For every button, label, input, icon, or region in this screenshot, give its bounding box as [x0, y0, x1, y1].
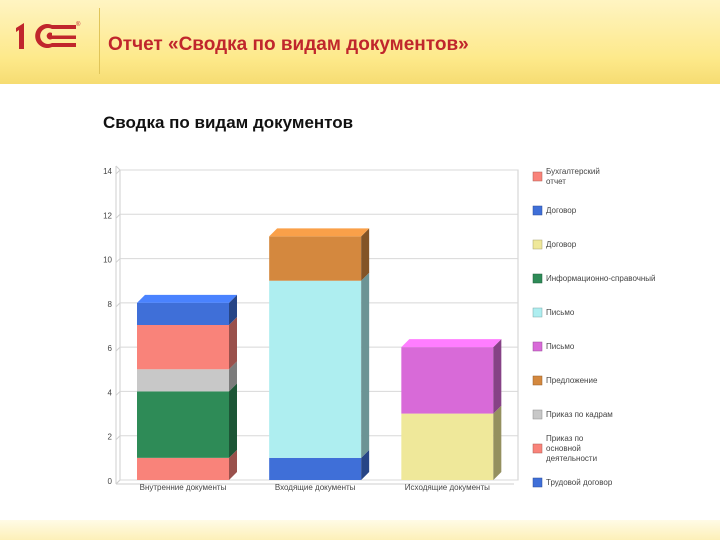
- bar-segment: [137, 302, 229, 325]
- y-tick-label: 8: [108, 300, 113, 309]
- y-tick-label: 14: [103, 167, 112, 176]
- legend-swatch: [532, 273, 543, 284]
- bar-segment: [269, 280, 362, 458]
- y-tick-label: 0: [108, 477, 113, 486]
- bar-segment: [137, 391, 229, 458]
- bar-segment: [269, 457, 362, 480]
- bar-segment-side: [229, 449, 237, 480]
- gridline-depth: [115, 346, 121, 352]
- gridline-depth: [115, 258, 121, 263]
- legend-label: Письмо: [546, 342, 575, 351]
- legend-swatch: [532, 205, 543, 216]
- axis-depth-line: [115, 165, 121, 171]
- chart-title: Сводка по видам документов: [103, 113, 354, 132]
- bar-segment: [137, 457, 229, 480]
- legend-swatch: [532, 307, 543, 318]
- gridline-depth: [115, 169, 121, 175]
- page-title: Отчет «Сводка по видам документов»: [108, 34, 469, 55]
- legend-label: Приказ по основной деятельности: [546, 434, 597, 463]
- legend-swatch: [532, 477, 543, 488]
- bar-segment-side: [361, 228, 370, 281]
- bar-segment: [401, 347, 494, 414]
- legend-label: Бухгалтерский отчет: [546, 167, 600, 186]
- gridline-depth: [115, 302, 121, 308]
- legend-swatch: [532, 375, 543, 386]
- bar-segment: [137, 369, 229, 392]
- bar-segment: [401, 413, 494, 480]
- bar-segment-side: [229, 361, 237, 392]
- legend-label: Договор: [546, 206, 577, 215]
- y-tick-label: 10: [103, 256, 112, 265]
- legend-label: Предложение: [546, 376, 598, 385]
- gridline-depth: [115, 391, 121, 396]
- bar-segment-side: [229, 317, 237, 370]
- legend-label: Письмо: [546, 308, 575, 317]
- 1c-logo: ®: [16, 21, 81, 49]
- y-tick-label: 2: [108, 433, 113, 442]
- bar-segment-side: [493, 339, 502, 414]
- bar-segment-side: [493, 405, 502, 480]
- y-tick-label: 12: [103, 211, 112, 220]
- slide-footer: [0, 520, 720, 540]
- bar-top-face: [269, 228, 370, 237]
- bar-segment-side: [229, 383, 237, 458]
- legend-label: Договор: [546, 240, 577, 249]
- gridline-depth: [115, 213, 121, 219]
- x-category-label: Исходящие документы: [405, 483, 490, 492]
- bar-segment-side: [361, 449, 370, 480]
- y-tick-label: 6: [108, 344, 113, 353]
- bar-top-face: [401, 339, 502, 348]
- bar-segment: [269, 236, 362, 281]
- svg-text:®: ®: [76, 21, 81, 28]
- bar-segment-side: [361, 272, 370, 458]
- bar-segment-side: [229, 294, 237, 325]
- header-divider: [99, 8, 100, 74]
- legend-label: Трудовой договор: [546, 478, 613, 487]
- slide-header: ® Отчет «Сводка по видам документов»: [0, 0, 720, 84]
- legend-label: Приказ по кадрам: [546, 410, 613, 419]
- legend-swatch: [532, 239, 543, 250]
- bar-segment: [137, 325, 229, 370]
- legend-label: Информационно-справочный: [546, 274, 656, 283]
- legend-swatch: [532, 443, 543, 454]
- x-category-label: Входящие документы: [275, 483, 356, 492]
- legend-swatch: [532, 171, 543, 182]
- bar-top-face: [137, 294, 237, 303]
- legend-swatch: [532, 409, 543, 420]
- stacked-bar-chart: 0 2 4 6 8 10 12 14 Внутренние документы Входящие …: [103, 165, 656, 492]
- gridline-depth: [115, 479, 121, 485]
- gridline-depth: [115, 435, 121, 441]
- legend-swatch: [532, 341, 543, 352]
- x-category-label: Внутренние документы: [140, 483, 227, 492]
- y-tick-label: 4: [108, 388, 113, 397]
